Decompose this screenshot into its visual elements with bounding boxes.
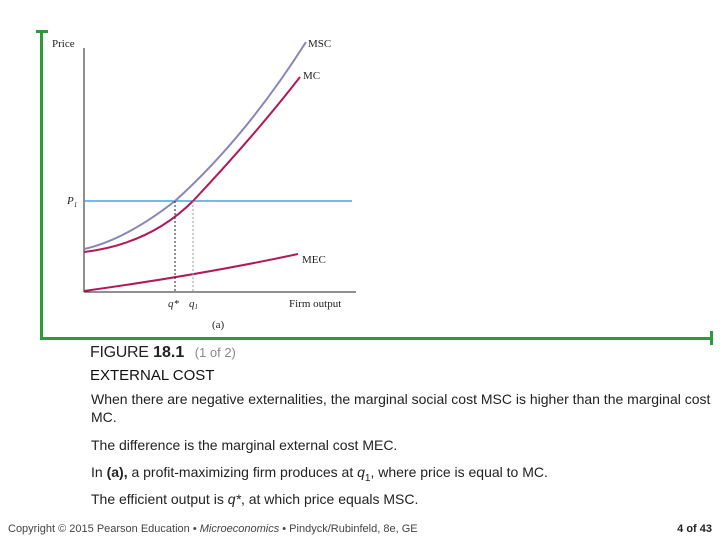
footer-copyright: Copyright © 2015 Pearson Education • Mic…: [8, 523, 418, 535]
figure-word: FIGURE: [90, 344, 149, 361]
mec-curve: [83, 253, 299, 292]
price-label: P1: [66, 195, 77, 209]
x-axis-label: Firm output: [289, 298, 341, 310]
figure-title: FIGURE 18.1 (1 of 2): [90, 344, 236, 362]
frame-bottom-border: [40, 337, 712, 340]
frame-left-border: [40, 32, 43, 339]
panel-label: (a): [212, 319, 225, 331]
figure-subtitle: EXTERNAL COST: [90, 367, 215, 384]
externality-graph: Price Firm output (a) P1 MSC MC MEC q* q…: [52, 38, 356, 331]
paragraph-mec: The difference is the marginal external …: [91, 437, 398, 453]
mec-label: MEC: [302, 254, 326, 266]
mc-curve: [83, 76, 301, 253]
figure-number: 18.1: [153, 344, 185, 361]
msc-curve: [83, 41, 307, 250]
page-number: 4 of 43: [677, 523, 712, 535]
frame-top-tick: [36, 30, 48, 33]
paragraph-efficient: The efficient output is q*, at which pri…: [91, 491, 419, 507]
msc-label: MSC: [308, 38, 331, 50]
paragraph-msc: When there are negative externalities, t…: [91, 391, 711, 425]
q1-label: q1: [189, 298, 198, 311]
frame-right-tick: [710, 331, 713, 345]
qstar-label: q*: [168, 298, 180, 310]
mc-label: MC: [303, 70, 320, 82]
paragraph-profit-max: In (a), a profit-maximizing firm produce…: [91, 464, 548, 484]
figure-count: (1 of 2): [194, 345, 236, 360]
y-axis-label: Price: [52, 38, 75, 50]
